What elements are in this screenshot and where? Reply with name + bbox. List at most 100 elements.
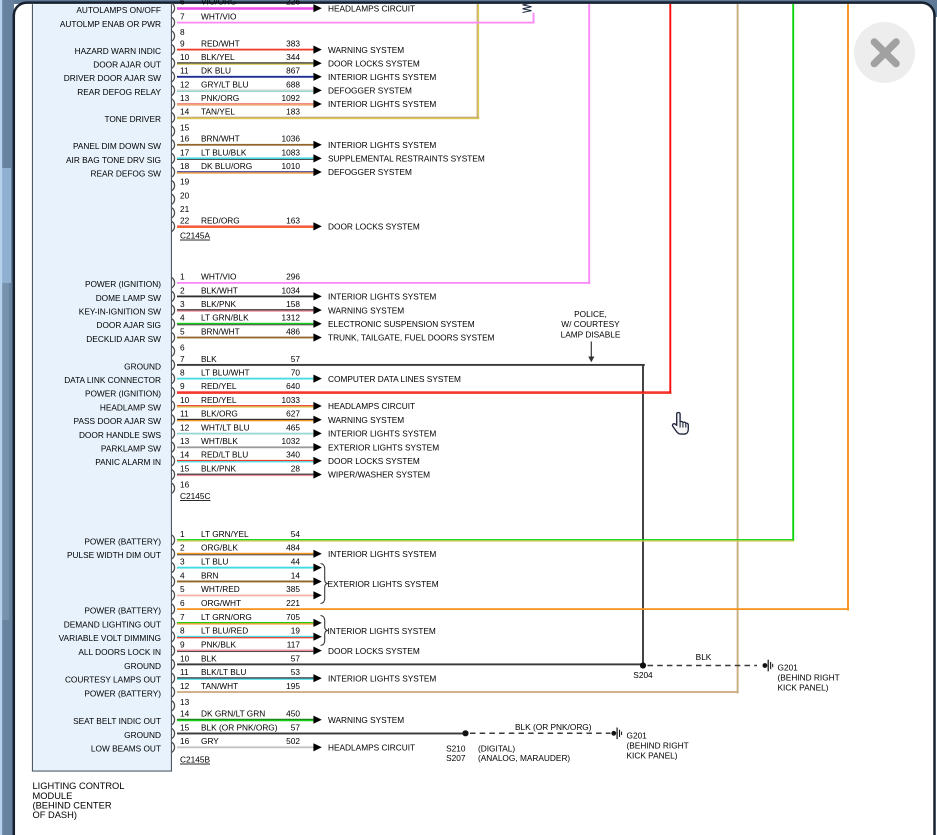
svg-text:344: 344: [286, 52, 300, 62]
svg-text:385: 385: [286, 584, 300, 594]
svg-text:54: 54: [291, 529, 301, 539]
svg-text:2: 2: [180, 285, 185, 295]
svg-text:ELECTRONIC SUSPENSION SYSTEM: ELECTRONIC SUSPENSION SYSTEM: [328, 319, 475, 329]
svg-text:WARNING SYSTEM: WARNING SYSTEM: [328, 415, 404, 425]
svg-text:AIR BAG TONE DRV SIG: AIR BAG TONE DRV SIG: [66, 155, 161, 165]
svg-text:18: 18: [180, 161, 190, 171]
svg-text:POWER (BATTERY): POWER (BATTERY): [84, 688, 161, 698]
svg-text:57: 57: [291, 722, 301, 732]
svg-text:484: 484: [286, 543, 300, 553]
svg-text:4: 4: [180, 313, 185, 323]
svg-text:DOOR AJAR OUT: DOOR AJAR OUT: [93, 60, 161, 70]
svg-text:GRY/LT BLU: GRY/LT BLU: [201, 79, 249, 89]
svg-text:WIPER/WASHER SYSTEM: WIPER/WASHER SYSTEM: [328, 470, 430, 480]
svg-text:TRUNK, TAILGATE, FUEL DOORS SY: TRUNK, TAILGATE, FUEL DOORS SYSTEM: [328, 333, 495, 343]
svg-text:WHT/RED: WHT/RED: [201, 584, 240, 594]
svg-text:BLK/WHT: BLK/WHT: [201, 285, 238, 295]
svg-text:HEADLAMPS CIRCUIT: HEADLAMPS CIRCUIT: [328, 3, 415, 13]
svg-text:183: 183: [286, 107, 300, 117]
svg-text:LT GRN/ORG: LT GRN/ORG: [201, 612, 252, 622]
svg-text:KICK PANEL): KICK PANEL): [627, 751, 678, 761]
svg-text:7: 7: [180, 11, 185, 21]
svg-text:C2145B: C2145B: [180, 755, 210, 765]
svg-text:1032: 1032: [282, 436, 301, 446]
svg-text:INTERIOR LIGHTS SYSTEM: INTERIOR LIGHTS SYSTEM: [328, 673, 436, 683]
svg-text:LT GRN/BLK: LT GRN/BLK: [201, 313, 249, 323]
svg-text:INTERIOR LIGHTS SYSTEM: INTERIOR LIGHTS SYSTEM: [328, 292, 436, 302]
svg-text:DRIVER DOOR AJAR SW: DRIVER DOOR AJAR SW: [64, 73, 161, 83]
svg-text:4: 4: [180, 570, 185, 580]
svg-text:DOME LAMP SW: DOME LAMP SW: [96, 293, 161, 303]
svg-text:1033: 1033: [282, 395, 301, 405]
svg-text:PNK/BLK: PNK/BLK: [201, 640, 237, 650]
svg-text:57: 57: [291, 354, 301, 364]
svg-text:6: 6: [180, 0, 185, 7]
svg-text:BLK/PNK: BLK/PNK: [201, 299, 237, 309]
svg-text:5: 5: [180, 584, 185, 594]
svg-text:OF DASH): OF DASH): [33, 810, 77, 820]
svg-text:KICK PANEL): KICK PANEL): [778, 683, 829, 693]
svg-text:221: 221: [286, 598, 300, 608]
svg-text:12: 12: [180, 79, 190, 89]
svg-text:10: 10: [180, 653, 190, 663]
svg-text:(BEHIND RIGHT: (BEHIND RIGHT: [627, 741, 689, 751]
svg-text:WARNING SYSTEM: WARNING SYSTEM: [328, 305, 404, 315]
svg-text:158: 158: [286, 299, 300, 309]
svg-text:LT BLU/RED: LT BLU/RED: [201, 626, 248, 636]
svg-text:POWER (IGNITION): POWER (IGNITION): [85, 279, 161, 289]
svg-text:BLK: BLK: [201, 354, 217, 364]
svg-text:12: 12: [180, 681, 190, 691]
svg-text:14: 14: [291, 570, 301, 580]
svg-text:G201: G201: [778, 662, 799, 672]
svg-text:LAMP DISABLE: LAMP DISABLE: [561, 329, 621, 339]
svg-text:SUPPLEMENTAL RESTRAINTS SYSTEM: SUPPLEMENTAL RESTRAINTS SYSTEM: [328, 154, 485, 164]
svg-text:HAZARD WARN INDIC: HAZARD WARN INDIC: [75, 46, 161, 56]
svg-text:LT BLU/BLK: LT BLU/BLK: [201, 147, 247, 157]
svg-text:19: 19: [180, 177, 190, 187]
svg-text:DEFOGGER SYSTEM: DEFOGGER SYSTEM: [328, 167, 412, 177]
svg-text:DEFOGGER SYSTEM: DEFOGGER SYSTEM: [328, 86, 412, 96]
svg-text:DOOR LOCKS SYSTEM: DOOR LOCKS SYSTEM: [328, 646, 420, 656]
svg-text:W/ COURTESY: W/ COURTESY: [561, 319, 620, 329]
svg-text:6: 6: [180, 598, 185, 608]
svg-text:DATA LINK CONNECTOR: DATA LINK CONNECTOR: [64, 375, 161, 385]
svg-text:DECKLID AJAR SW: DECKLID AJAR SW: [86, 334, 161, 344]
svg-text:(ANALOG, MARAUDER): (ANALOG, MARAUDER): [478, 753, 570, 763]
svg-text:WHT/BLK: WHT/BLK: [201, 436, 238, 446]
svg-text:ORG/WHT: ORG/WHT: [201, 598, 241, 608]
svg-text:1010: 1010: [282, 161, 301, 171]
svg-text:502: 502: [286, 736, 300, 746]
svg-text:195: 195: [286, 681, 300, 691]
svg-text:1312: 1312: [282, 313, 301, 323]
svg-text:163: 163: [286, 215, 300, 225]
svg-text:15: 15: [180, 122, 190, 132]
svg-text:11: 11: [180, 66, 189, 76]
svg-text:HEADLAMPS CIRCUIT: HEADLAMPS CIRCUIT: [328, 401, 415, 411]
svg-text:BLK (OR PNK/ORG): BLK (OR PNK/ORG): [201, 722, 278, 732]
svg-text:867: 867: [286, 66, 300, 76]
svg-text:DK BLU/ORG: DK BLU/ORG: [201, 161, 252, 171]
svg-text:486: 486: [286, 326, 300, 336]
svg-text:10: 10: [180, 52, 190, 62]
svg-text:EXTERIOR LIGHTS SYSTEM: EXTERIOR LIGHTS SYSTEM: [328, 442, 439, 452]
svg-text:11: 11: [180, 409, 189, 419]
svg-text:GRY: GRY: [201, 736, 219, 746]
svg-text:EXTERIOR LIGHTS SYSTEM: EXTERIOR LIGHTS SYSTEM: [328, 579, 439, 589]
svg-text:LOW BEAMS OUT: LOW BEAMS OUT: [91, 744, 161, 754]
svg-text:INTERIOR LIGHTS SYSTEM: INTERIOR LIGHTS SYSTEM: [328, 99, 436, 109]
svg-text:VIO/ORG: VIO/ORG: [201, 0, 237, 7]
svg-text:(DIGITAL): (DIGITAL): [478, 744, 515, 754]
svg-text:PARKLAMP SW: PARKLAMP SW: [101, 444, 161, 454]
svg-text:15: 15: [180, 463, 190, 473]
svg-text:BLK/LT BLU: BLK/LT BLU: [201, 667, 246, 677]
svg-text:640: 640: [286, 381, 300, 391]
svg-text:TONE DRIVER: TONE DRIVER: [104, 114, 161, 124]
svg-text:ORG/BLK: ORG/BLK: [201, 543, 238, 553]
svg-text:70: 70: [291, 368, 301, 378]
svg-text:DOOR HANDLE SWS: DOOR HANDLE SWS: [79, 430, 162, 440]
svg-text:450: 450: [286, 709, 300, 719]
svg-text:10: 10: [180, 395, 190, 405]
svg-text:WARNING SYSTEM: WARNING SYSTEM: [328, 45, 404, 55]
svg-text:8: 8: [180, 626, 185, 636]
svg-text:VARIABLE VOLT DIMMING: VARIABLE VOLT DIMMING: [59, 633, 161, 643]
